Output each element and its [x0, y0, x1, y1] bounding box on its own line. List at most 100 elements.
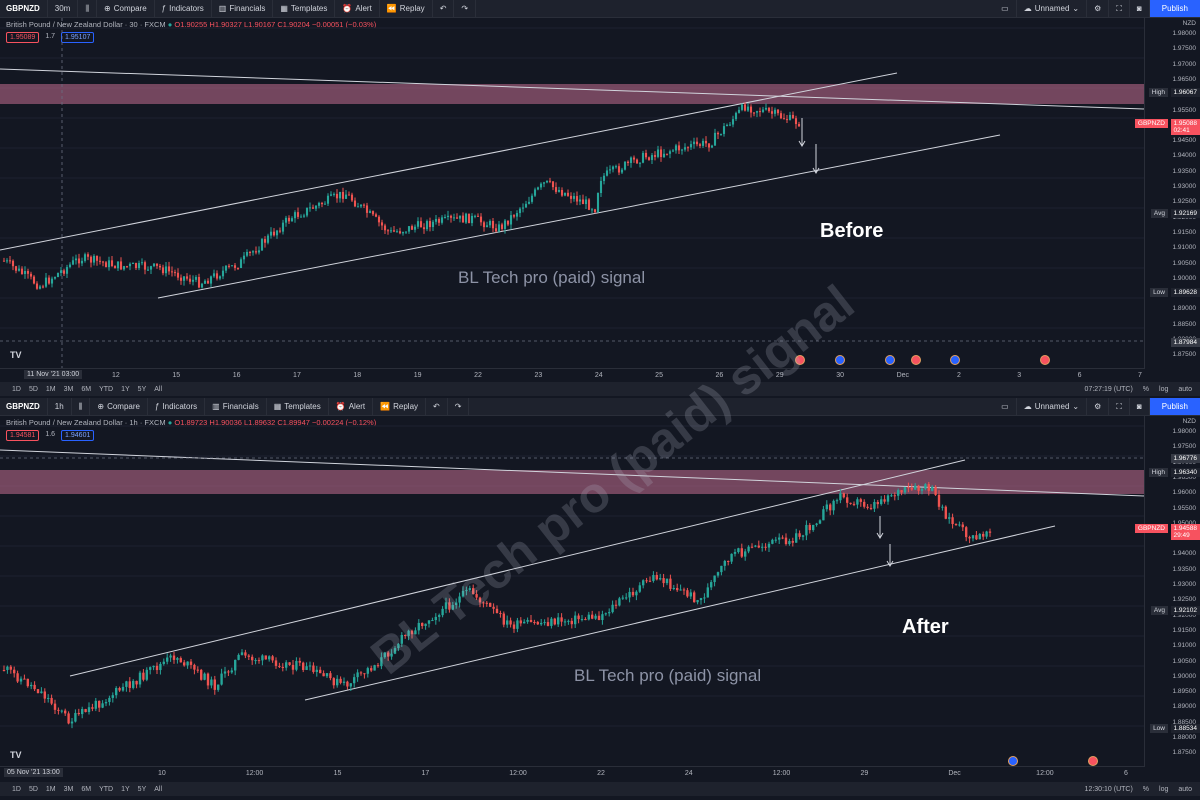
indicators-button[interactable]: ƒ Indicators [148, 398, 206, 415]
fullscreen-button[interactable]: ⛶ [1109, 0, 1130, 17]
candle-body [584, 199, 588, 205]
candle-body [563, 192, 567, 196]
candle-body [560, 190, 564, 196]
snapshot-button[interactable]: ◙ [1130, 398, 1150, 415]
range-button[interactable]: 3M [63, 385, 74, 393]
top-price-chart[interactable] [0, 18, 1145, 368]
time-tick: 6 [1124, 770, 1128, 777]
settings-button[interactable]: ⚙ [1087, 398, 1110, 415]
candle-body [118, 688, 121, 691]
candle-body [227, 265, 231, 267]
sell-button[interactable]: 1.94581 [6, 430, 40, 441]
utc-clock[interactable]: 07:27:19 (UTC) [1084, 385, 1133, 393]
redo-icon: ↷ [461, 4, 469, 13]
chart-type-button[interactable]: ⫼ [78, 0, 98, 17]
log-toggle[interactable]: log [1159, 385, 1169, 393]
buy-button[interactable]: 1.95107 [61, 32, 95, 43]
symbol-search-button[interactable]: GBPNZD [0, 0, 48, 17]
layout-name-button[interactable]: ☁ Unnamed ⌄ [1017, 398, 1088, 415]
candle-body [572, 196, 576, 199]
layout-button[interactable]: ▭ [994, 398, 1017, 415]
range-button[interactable]: 5D [28, 385, 38, 393]
range-button[interactable]: 5Y [137, 785, 147, 793]
candle-body [108, 697, 111, 703]
redo-button[interactable]: ↷ [448, 398, 470, 415]
price-tick: 1.93500 [1172, 565, 1197, 573]
undo-button[interactable]: ↶ [433, 0, 455, 17]
candle-body [601, 614, 604, 621]
redo-button[interactable]: ↷ [454, 0, 477, 17]
alert-button[interactable]: ⏰ Alert [329, 398, 374, 415]
layout-button[interactable]: ▭ [994, 0, 1017, 17]
bottom-price-axis[interactable]: NZD 1.980001.975001.970001.965001.960001… [1134, 416, 1200, 766]
candle-body [281, 666, 284, 668]
range-button[interactable]: 1Y [121, 785, 130, 793]
log-toggle[interactable]: log [1159, 785, 1169, 793]
range-button[interactable]: 6M [81, 785, 92, 793]
candle-body [325, 673, 329, 677]
range-button[interactable]: 1M [45, 385, 56, 393]
buy-button[interactable]: 1.94601 [61, 430, 95, 441]
percent-toggle[interactable]: % [1142, 385, 1150, 393]
fullscreen-button[interactable]: ⛶ [1109, 398, 1130, 415]
range-button[interactable]: All [154, 785, 163, 793]
range-button[interactable]: All [154, 385, 163, 393]
templates-label: Templates [284, 402, 321, 411]
range-button[interactable]: 1D [12, 785, 21, 793]
snapshot-button[interactable]: ◙ [1130, 0, 1150, 17]
top-time-axis[interactable]: 11 Nov '21 03:00 12 15 16 17 18 19 22 23 24 25 26 2… [0, 368, 1145, 383]
symbol-search-button[interactable]: GBPNZD [0, 398, 48, 415]
candle-body [472, 588, 475, 595]
range-button[interactable]: YTD [99, 785, 114, 793]
financials-button[interactable]: ▥ Financials [205, 398, 267, 415]
range-button[interactable]: 3M [63, 785, 74, 793]
bottom-price-chart[interactable] [0, 416, 1145, 766]
range-button[interactable]: 6M [81, 385, 92, 393]
publish-button[interactable]: Publish [1149, 0, 1200, 17]
compare-button[interactable]: ⊕ Compare [90, 398, 148, 415]
settings-button[interactable]: ⚙ [1087, 0, 1110, 17]
range-button[interactable]: 5Y [137, 385, 147, 393]
range-button[interactable]: 1M [45, 785, 56, 793]
undo-button[interactable]: ↶ [426, 398, 448, 415]
auto-toggle[interactable]: auto [1178, 385, 1192, 393]
alert-button[interactable]: ⏰ Alert [335, 0, 380, 17]
candle-body [176, 658, 179, 660]
axis-options: 12:30:10 (UTC) % log auto [1085, 786, 1200, 793]
candle-body [605, 170, 609, 176]
candle-body [263, 239, 267, 243]
financials-button[interactable]: ▥ Financials [212, 0, 274, 17]
interval-button[interactable]: 1h [48, 398, 72, 415]
candle-body [92, 255, 96, 263]
compare-button[interactable]: ⊕ Compare [97, 0, 155, 17]
publish-button[interactable]: Publish [1149, 398, 1200, 415]
templates-button[interactable]: ▦ Templates [267, 398, 329, 415]
range-button[interactable]: 1D [12, 385, 21, 393]
replay-button[interactable]: ⏪ Replay [373, 398, 427, 415]
top-price-axis[interactable]: NZD 1.980001.975001.970001.965001.960001… [1134, 18, 1200, 368]
candle-body [594, 615, 597, 619]
candle-body [791, 541, 794, 543]
candle-body [203, 280, 207, 284]
range-button[interactable]: 5D [28, 785, 38, 793]
indicators-button[interactable]: ƒ Indicators [155, 0, 212, 17]
replay-button[interactable]: ⏪ Replay [380, 0, 433, 17]
utc-clock[interactable]: 12:30:10 (UTC) [1084, 785, 1133, 793]
chart-type-button[interactable]: ⫼ [72, 398, 91, 415]
percent-toggle[interactable]: % [1142, 785, 1150, 793]
auto-toggle[interactable]: auto [1178, 785, 1192, 793]
candle-body [897, 490, 900, 496]
interval-button[interactable]: 30m [48, 0, 79, 17]
candle-body [95, 255, 99, 261]
templates-button[interactable]: ▦ Templates [273, 0, 336, 17]
range-button[interactable]: YTD [99, 385, 114, 393]
range-button[interactable]: 1Y [121, 385, 130, 393]
top-range-bar: 1D 5D 1M 3M 6M YTD 1Y 5Y All 07:27:19 (UTC) % lo… [0, 382, 1200, 396]
time-tick: 2 [956, 372, 961, 379]
templates-icon: ▦ [273, 402, 282, 411]
candle-body [422, 227, 426, 230]
candle-body [876, 502, 879, 505]
bottom-time-axis[interactable]: 05 Nov '21 13:00 10 12:00 15 17 12:00 22 24 12:… [0, 766, 1145, 781]
layout-name-button[interactable]: ☁ Unnamed ⌄ [1017, 0, 1088, 17]
sell-button[interactable]: 1.95089 [6, 32, 40, 43]
